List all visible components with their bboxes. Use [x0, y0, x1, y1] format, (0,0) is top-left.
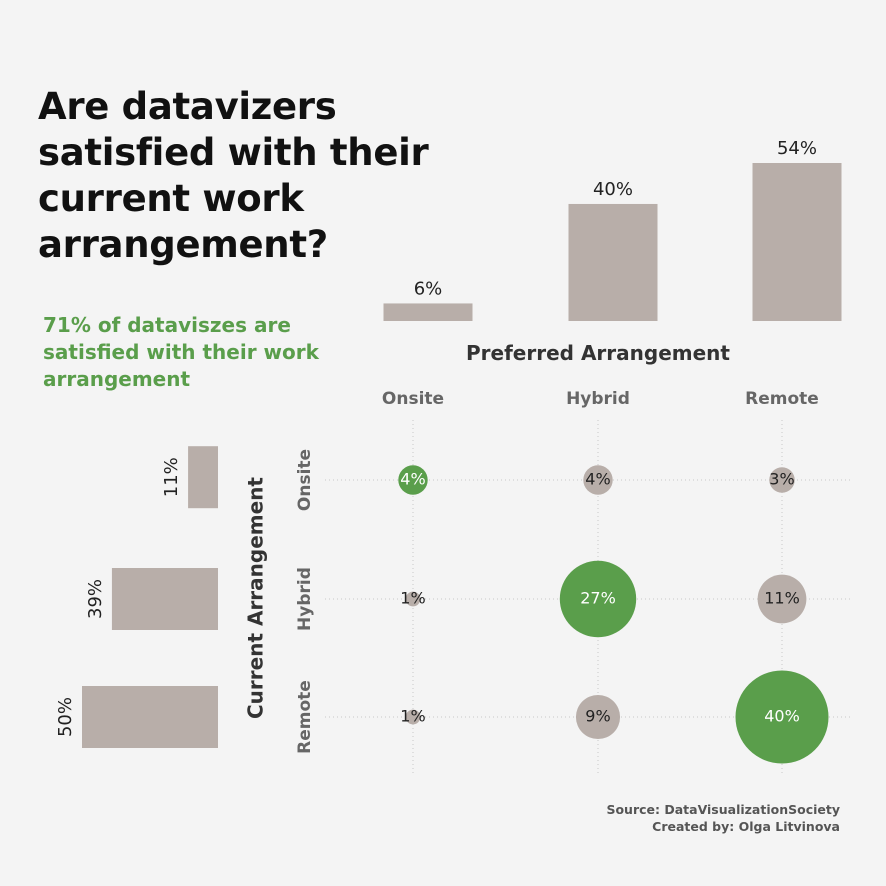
- bubble-label-onsite-hybrid: 4%: [585, 470, 610, 489]
- side-bar-hybrid: [111, 568, 218, 630]
- bubble-label-hybrid-onsite: 1%: [400, 589, 425, 608]
- top-bar-label-onsite: 6%: [414, 278, 443, 299]
- bubble-onsite-hybrid: [583, 465, 613, 495]
- row-header-hybrid: Hybrid: [295, 567, 315, 631]
- col-header-hybrid: Hybrid: [566, 389, 630, 409]
- source-text: Source: DataVisualizationSociety: [606, 802, 840, 817]
- top-bar-hybrid: [568, 203, 658, 321]
- bubble-remote-remote: [735, 670, 829, 764]
- bubble-hybrid-hybrid: [559, 560, 637, 638]
- side-bar-onsite: [188, 446, 218, 509]
- side-bar-label-hybrid: 39%: [85, 579, 106, 619]
- top-bar-label-remote: 54%: [777, 138, 817, 159]
- bubble-remote-onsite: [405, 709, 421, 725]
- bubble-label-remote-onsite: 1%: [400, 707, 425, 726]
- bubble-label-remote-remote: 40%: [764, 707, 800, 726]
- col-header-onsite: Onsite: [382, 389, 444, 409]
- bubble-label-hybrid-remote: 11%: [764, 589, 800, 608]
- bubble-onsite-onsite: [398, 465, 428, 495]
- side-bar-remote: [82, 686, 218, 748]
- bubble-label-onsite-remote: 3%: [769, 470, 794, 489]
- bubble-label-onsite-onsite: 4%: [400, 470, 425, 489]
- row-header-remote: Remote: [295, 680, 315, 754]
- x-axis-title: Preferred Arrangement: [466, 341, 730, 365]
- side-bar-label-onsite: 11%: [161, 457, 182, 497]
- chart-title: Are datavizers satisfied with their curr…: [38, 85, 429, 266]
- bubble-onsite-remote: [769, 467, 795, 493]
- source-note: Source: DataVisualizationSociety Created…: [606, 801, 840, 835]
- bubble-hybrid-remote: [757, 574, 807, 624]
- top-bar-label-hybrid: 40%: [593, 179, 633, 200]
- row-header-onsite: Onsite: [295, 449, 315, 511]
- side-bar-label-remote: 50%: [55, 697, 76, 737]
- top-bar-onsite: [383, 303, 473, 321]
- col-header-remote: Remote: [745, 389, 819, 409]
- chart-subtitle: 71% of dataviszes are satisfied with the…: [43, 313, 319, 391]
- credit-text: Created by: Olga Litvinova: [652, 819, 840, 834]
- bubble-label-hybrid-hybrid: 27%: [580, 589, 616, 608]
- bubble-label-remote-hybrid: 9%: [585, 707, 610, 726]
- y-axis-title: Current Arrangement: [244, 477, 268, 719]
- bubble-hybrid-onsite: [405, 591, 421, 607]
- top-bar-remote: [752, 163, 842, 321]
- bubble-remote-hybrid: [575, 694, 621, 740]
